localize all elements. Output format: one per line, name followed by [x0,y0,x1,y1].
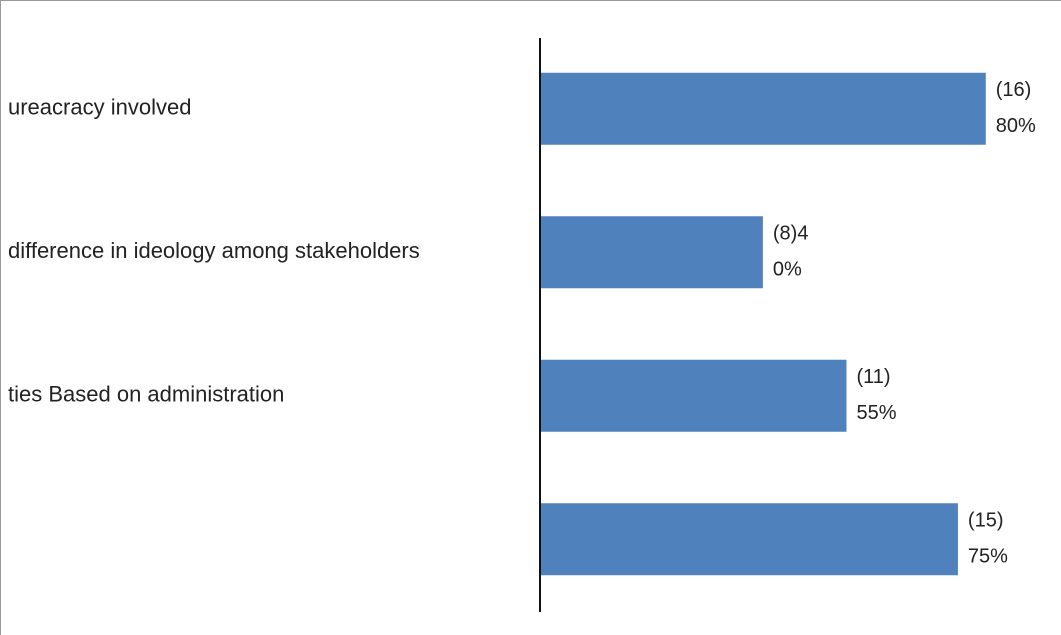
value-label: (11) [856,366,890,388]
value-label: (15) [968,510,1004,532]
category-label: difference in ideology among stakeholder… [8,238,420,263]
bar [540,503,958,576]
value-label: (8)4 [773,223,809,245]
bar [540,216,763,289]
value-label: 55% [856,402,896,424]
value-label: 0% [773,259,802,281]
value-label: (16) [996,79,1032,101]
bar [540,359,847,432]
category-label: ties Based on administration [8,382,284,407]
category-label: ureacracy involved [8,95,191,120]
bar [540,72,986,145]
value-label: 80% [996,115,1036,137]
value-label: 75% [968,546,1008,568]
